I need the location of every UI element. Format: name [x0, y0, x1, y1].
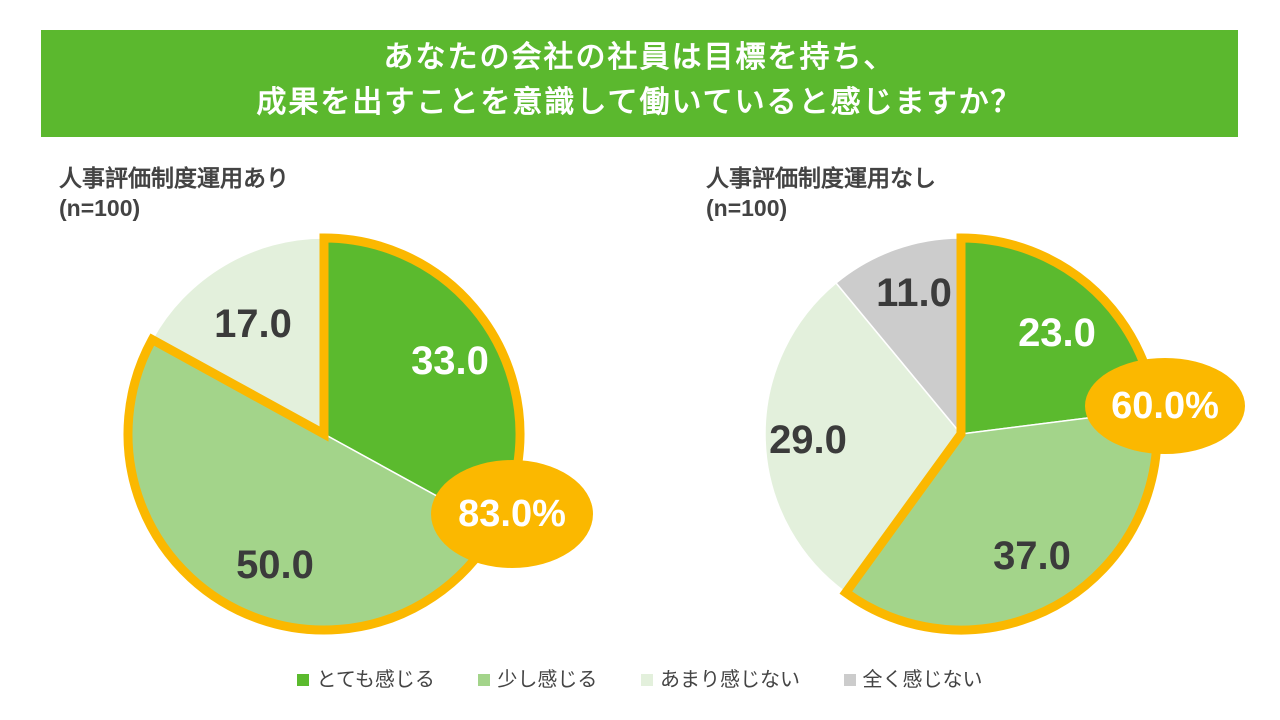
svg-text:50.0: 50.0 — [236, 543, 314, 587]
svg-text:23.0: 23.0 — [1018, 311, 1096, 355]
svg-text:11.0: 11.0 — [876, 271, 952, 315]
svg-text:37.0: 37.0 — [993, 534, 1071, 578]
svg-text:17.0: 17.0 — [214, 302, 292, 346]
svg-text:33.0: 33.0 — [411, 339, 489, 383]
svg-text:83.0%: 83.0% — [458, 493, 566, 535]
svg-text:60.0%: 60.0% — [1111, 385, 1219, 427]
svg-text:29.0: 29.0 — [769, 418, 847, 462]
